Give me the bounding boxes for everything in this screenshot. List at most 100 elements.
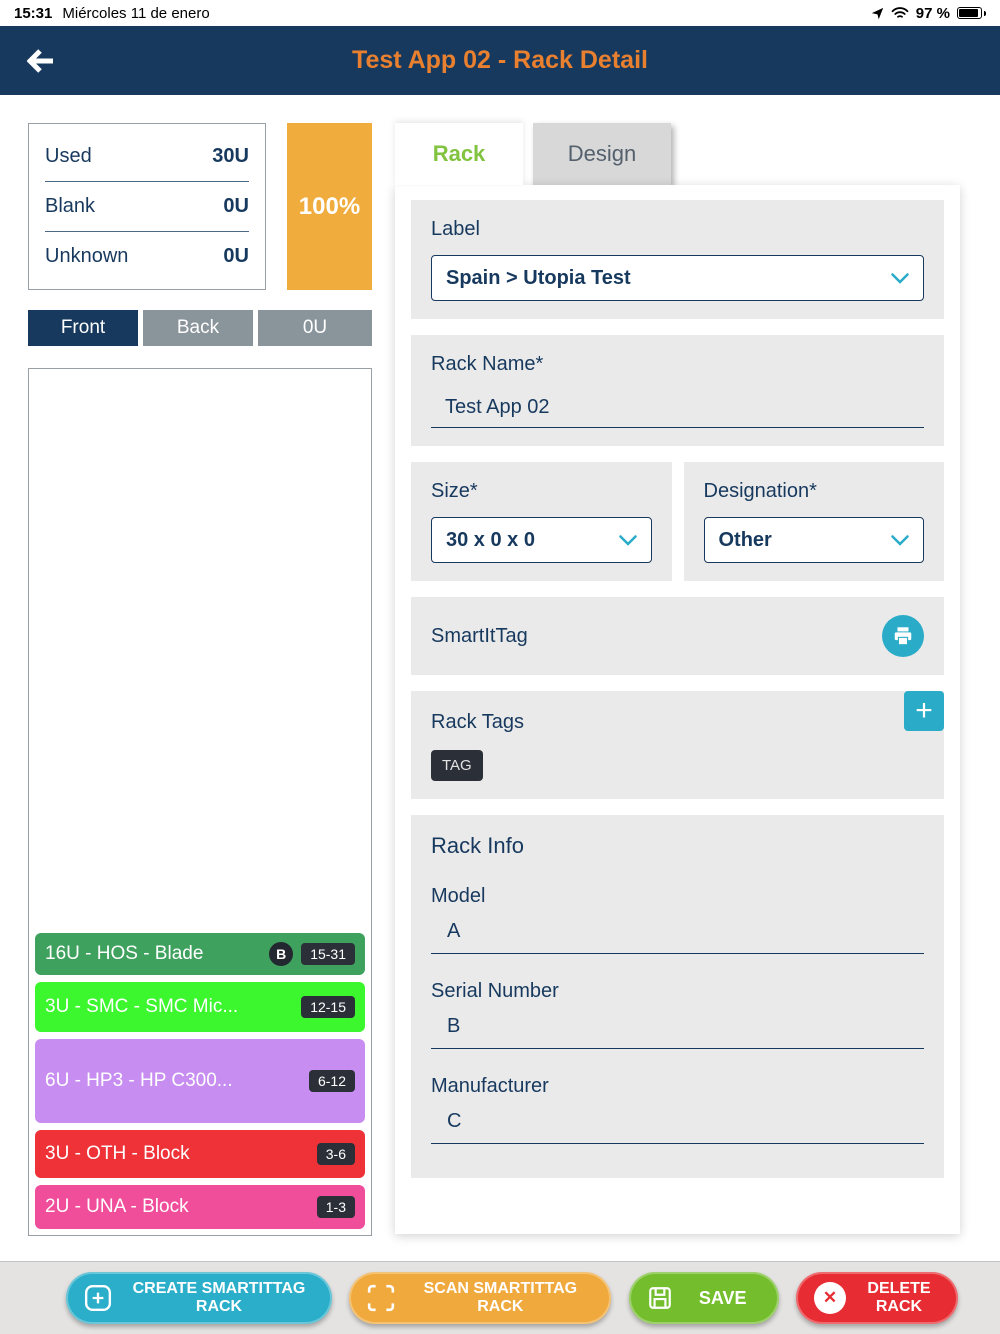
scan-smartittag-rack-button[interactable]: SCAN SMARTITTAG RACK	[349, 1272, 612, 1324]
designation-dropdown[interactable]: Other	[703, 517, 924, 563]
save-button-label: SAVE	[698, 1287, 747, 1308]
size-dropdown[interactable]: 30 x 0 x 0	[431, 517, 652, 563]
stat-row-used: Used 30U	[45, 132, 249, 182]
save-button[interactable]: SAVE	[628, 1272, 779, 1324]
serial-number-label: Serial Number	[431, 980, 559, 1002]
rack-block-hos-blade[interactable]: 16U - HOS - Blade B 15-31	[35, 933, 365, 975]
size-designation-row: Size* 30 x 0 x 0 Designation* Other	[411, 462, 944, 581]
add-tag-button[interactable]: +	[904, 691, 944, 731]
label-dropdown[interactable]: Spain > Utopia Test	[431, 255, 924, 301]
stat-row-unknown: Unknown 0U	[45, 232, 249, 282]
rack-info-section: Rack Info Model A Serial Number B Manufa…	[411, 815, 944, 1178]
stat-label: Used	[45, 144, 92, 167]
delete-button-label: DELETE RACK	[867, 1279, 931, 1315]
rack-block-label: 16U - HOS - Blade	[45, 943, 204, 964]
clock: 15:31	[14, 4, 53, 22]
model-input[interactable]: A	[431, 912, 924, 954]
unit-range-badge: 6-12	[308, 1070, 355, 1092]
unit-range-badge: 15-31	[301, 943, 355, 965]
nav-bar: Test App 02 - Rack Detail	[0, 26, 1000, 95]
delete-rack-button[interactable]: ✕ DELETE RACK	[795, 1272, 958, 1324]
location-arrow-icon	[871, 7, 884, 20]
rack-info-title: Rack Info	[431, 833, 524, 858]
rack-name-section: Rack Name* Test App 02	[411, 335, 944, 446]
unit-range-badge: 1-3	[316, 1196, 355, 1218]
print-smartittag-button[interactable]	[882, 615, 924, 657]
scan-button-label: SCAN SMARTITTAG RACK	[423, 1279, 578, 1315]
rack-view-toggle: Front Back 0U	[28, 310, 372, 346]
rack-block-label: 3U - OTH - Block	[45, 1143, 190, 1164]
plus-icon: +	[915, 694, 933, 727]
detail-tabs: Rack Design	[395, 123, 960, 185]
stat-row-blank: Blank 0U	[45, 182, 249, 232]
designation-label: Designation*	[703, 480, 817, 502]
rack-usage-summary: Used 30U Blank 0U Unknown 0U	[28, 123, 266, 290]
zero-u-view-button[interactable]: 0U	[258, 310, 372, 346]
printer-icon	[894, 627, 912, 646]
rack-tags-section: Rack Tags + TAG	[411, 691, 944, 799]
size-label: Size*	[431, 480, 478, 502]
battery-icon	[957, 7, 982, 19]
stat-value: 0U	[223, 245, 249, 267]
back-view-button[interactable]: Back	[143, 310, 253, 346]
stat-label: Blank	[45, 194, 96, 217]
unit-range-badge: 12-15	[301, 996, 355, 1018]
model-label: Model	[431, 885, 486, 907]
wifi-icon	[891, 6, 909, 20]
chevron-down-icon	[891, 272, 909, 284]
save-icon	[647, 1285, 673, 1311]
page-title: Test App 02 - Rack Detail	[352, 46, 648, 74]
status-left: 15:31 Miércoles 11 de enero	[14, 5, 210, 22]
manufacturer-label: Manufacturer	[431, 1075, 549, 1097]
rack-block-label: 6U - HP3 - HP C300...	[45, 1070, 233, 1091]
ios-status-bar: 15:31 Miércoles 11 de enero 97 %	[0, 0, 1000, 26]
create-button-label: CREATE SMARTITTAG RACK	[132, 1279, 306, 1315]
manufacturer-input[interactable]: C	[431, 1102, 924, 1144]
designation-dropdown-value: Other	[718, 528, 772, 551]
back-arrow-icon	[27, 49, 53, 73]
rack-elevation-view[interactable]: 16U - HOS - Blade B 15-31 3U - SMC - SMC…	[28, 368, 372, 1236]
utilization-badge: 100%	[287, 123, 372, 290]
rack-block-una[interactable]: 2U - UNA - Block 1-3	[35, 1185, 365, 1229]
rack-tags-label: Rack Tags	[431, 711, 525, 733]
smartittag-label: SmartItTag	[431, 624, 528, 647]
size-dropdown-value: 30 x 0 x 0	[446, 528, 535, 551]
serial-number-input[interactable]: B	[431, 1007, 924, 1049]
designation-section: Designation* Other	[683, 462, 944, 581]
delete-x-icon: ✕	[813, 1282, 846, 1314]
stat-value: 30U	[212, 144, 249, 167]
chevron-down-icon	[891, 534, 909, 546]
date-label: Miércoles 11 de enero	[62, 4, 210, 22]
rack-blocks-container: 16U - HOS - Blade B 15-31 3U - SMC - SMC…	[35, 933, 365, 1229]
back-button[interactable]	[22, 44, 66, 78]
rack-block-hp3[interactable]: 6U - HP3 - HP C300... 6-12	[35, 1039, 365, 1123]
rack-block-label: 2U - UNA - Block	[45, 1196, 189, 1217]
rack-name-input[interactable]: Test App 02	[431, 390, 924, 428]
tab-rack[interactable]: Rack	[395, 123, 523, 185]
front-view-button[interactable]: Front	[28, 310, 138, 346]
tag-chip[interactable]: TAG	[431, 750, 483, 781]
add-square-icon	[84, 1284, 112, 1312]
bottom-toolbar: CREATE SMARTITTAG RACK SCAN SMARTITTAG R…	[0, 1261, 1000, 1334]
label-section: Label Spain > Utopia Test	[411, 200, 944, 319]
rack-block-label: 3U - SMC - SMC Mic...	[45, 996, 239, 1017]
battery-percent: 97 %	[915, 4, 950, 22]
rack-detail-form: Rack Design Label Spain > Utopia Test Ra…	[395, 123, 960, 1234]
rack-block-smc[interactable]: 3U - SMC - SMC Mic... 12-15	[35, 982, 365, 1032]
smartittag-section: SmartItTag	[411, 597, 944, 675]
status-right: 97 %	[871, 5, 986, 22]
stat-value: 0U	[223, 194, 249, 217]
rack-tab-panel: Label Spain > Utopia Test Rack Name* Tes…	[395, 185, 960, 1234]
rack-block-oth[interactable]: 3U - OTH - Block 3-6	[35, 1130, 365, 1178]
unit-range-badge: 3-6	[316, 1143, 355, 1165]
chevron-down-icon	[618, 534, 637, 546]
battery-tip	[984, 10, 986, 16]
tab-design[interactable]: Design	[533, 123, 671, 185]
label-field-label: Label	[431, 218, 480, 240]
rack-name-label: Rack Name*	[431, 353, 544, 375]
size-section: Size* 30 x 0 x 0	[411, 462, 672, 581]
create-smartittag-rack-button[interactable]: CREATE SMARTITTAG RACK	[66, 1272, 332, 1324]
stat-label: Unknown	[45, 245, 129, 267]
blade-badge: B	[269, 942, 294, 966]
label-dropdown-value: Spain > Utopia Test	[446, 266, 631, 289]
